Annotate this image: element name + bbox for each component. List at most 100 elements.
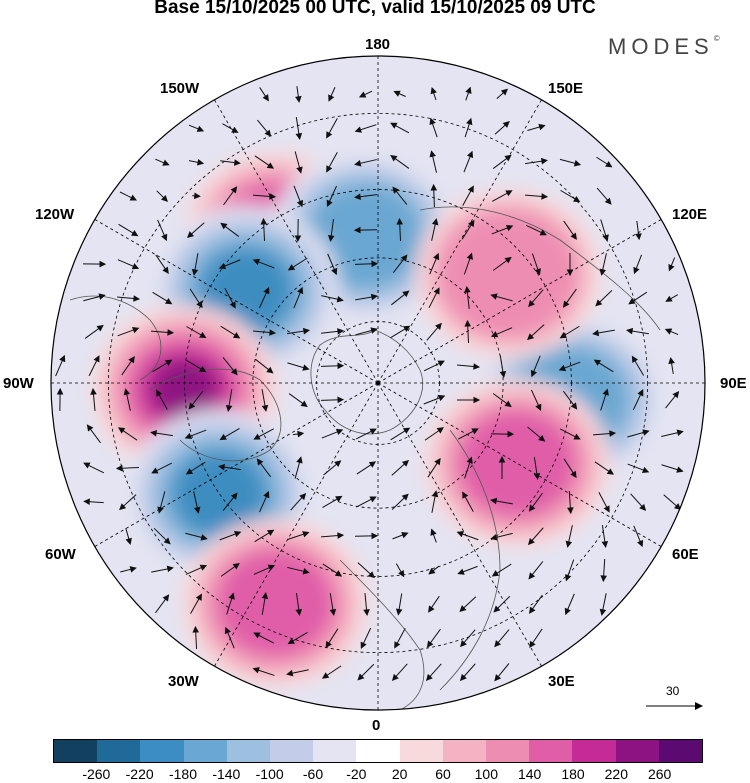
colorbar-swatch bbox=[658, 740, 703, 762]
meridian-line bbox=[94, 382, 379, 547]
wind-arrow bbox=[83, 462, 105, 474]
meridian-line bbox=[214, 99, 379, 384]
copyright-mark: © bbox=[713, 34, 720, 43]
wind-arrow bbox=[457, 363, 481, 370]
wind-arrow bbox=[461, 219, 475, 240]
wind-arrow bbox=[117, 259, 140, 270]
wind-arrow bbox=[462, 185, 474, 206]
wind-arrow bbox=[499, 355, 507, 378]
wind-arrow bbox=[567, 490, 574, 515]
wind-arrow bbox=[627, 463, 650, 474]
wind-arrow bbox=[152, 291, 173, 305]
wind-arrow bbox=[190, 593, 202, 614]
colorbar-tick-label: -220 bbox=[125, 766, 154, 782]
lon-label-90w: 90W bbox=[3, 375, 34, 392]
wind-arrow bbox=[594, 461, 615, 475]
wind-arrow bbox=[392, 254, 408, 274]
wind-arrow bbox=[88, 355, 100, 377]
wind-arrow bbox=[354, 124, 377, 133]
colorbar-swatch bbox=[486, 740, 530, 762]
wind-arrow bbox=[253, 632, 275, 644]
latitude-circle bbox=[252, 257, 504, 509]
wind-arrow bbox=[560, 189, 581, 203]
wind-arrow bbox=[664, 328, 679, 336]
wind-arrow bbox=[55, 354, 66, 377]
wind-arrow bbox=[117, 295, 141, 302]
colorbar-swatch bbox=[399, 740, 443, 762]
wind-arrow bbox=[287, 257, 308, 271]
wind-arrow bbox=[391, 459, 410, 476]
wind-arrow bbox=[322, 495, 343, 508]
meridian-line bbox=[377, 382, 662, 547]
wind-arrow bbox=[327, 219, 335, 243]
wind-arrow bbox=[462, 491, 474, 512]
wind-arrow bbox=[188, 124, 205, 132]
wind-arrow bbox=[394, 628, 406, 649]
colorbar-tick-label: 220 bbox=[604, 766, 629, 782]
wind-arrow bbox=[592, 430, 617, 437]
wind-arrow bbox=[287, 327, 310, 335]
wind-arrow bbox=[492, 256, 512, 271]
wind-arrow bbox=[356, 461, 377, 475]
wind-arrow bbox=[220, 562, 240, 577]
wind-arrow bbox=[325, 628, 339, 649]
colorbar-tick-label: 20 bbox=[391, 766, 408, 782]
wind-arrow bbox=[117, 427, 138, 441]
wind-arrow bbox=[186, 359, 207, 373]
wind-arrow bbox=[357, 663, 375, 681]
wind-arrow bbox=[430, 86, 437, 101]
wind-arrow bbox=[192, 625, 200, 650]
wind-arrow bbox=[563, 458, 577, 479]
wind-arrow bbox=[530, 355, 541, 378]
wind-arrow bbox=[329, 593, 337, 616]
wind-arrow bbox=[253, 329, 277, 336]
wind-arrow bbox=[83, 293, 106, 302]
wind-arrow bbox=[563, 220, 577, 240]
wind-arrow bbox=[599, 593, 607, 616]
reference-arrow bbox=[646, 702, 703, 710]
wind-arrow bbox=[528, 594, 543, 614]
colorbar bbox=[53, 739, 703, 763]
wind-arrow bbox=[665, 391, 680, 409]
wind-arrow bbox=[464, 456, 473, 479]
wind-arrow bbox=[261, 389, 269, 412]
wind-arrow bbox=[529, 628, 543, 649]
wind-arrow bbox=[150, 429, 173, 437]
wind-arrow bbox=[463, 252, 473, 275]
wind-arrow bbox=[633, 254, 643, 275]
wind-arrow bbox=[596, 187, 612, 205]
wind-arrow bbox=[254, 529, 275, 543]
wind-arrow bbox=[632, 389, 644, 411]
wind-arrow bbox=[252, 667, 275, 676]
wind-arrow bbox=[326, 185, 338, 208]
wind-arrow bbox=[428, 287, 440, 309]
wind-arrow bbox=[596, 156, 613, 168]
wind-arrow bbox=[423, 360, 445, 372]
wind-arrow bbox=[635, 220, 642, 241]
wind-arrow bbox=[258, 286, 270, 309]
wind-arrow bbox=[665, 294, 678, 302]
wind-arrow bbox=[256, 458, 272, 478]
wind-arrow bbox=[527, 527, 544, 546]
wind-arrow bbox=[354, 260, 379, 268]
wind-arrow bbox=[321, 665, 342, 679]
wind-arrow bbox=[252, 193, 277, 200]
wind-arrow bbox=[595, 290, 613, 307]
wind-arrow bbox=[390, 325, 411, 339]
wind-arrow bbox=[186, 326, 207, 339]
wind-arrow bbox=[293, 286, 304, 309]
colorbar-tick-label: -100 bbox=[255, 766, 284, 782]
wind-arrow bbox=[115, 464, 140, 472]
colorbar-tick-label: -20 bbox=[346, 766, 367, 782]
colorbar-swatch bbox=[226, 740, 271, 762]
wind-arrow bbox=[531, 389, 542, 412]
map-disc bbox=[51, 56, 705, 710]
colorbar-tick-label: -60 bbox=[302, 766, 324, 782]
wind-arrow bbox=[321, 295, 344, 303]
wind-arrow bbox=[119, 494, 137, 511]
wind-arrow bbox=[287, 531, 310, 540]
colorbar-swatch bbox=[442, 740, 487, 762]
wind-arrow bbox=[117, 327, 140, 337]
wind-arrow bbox=[357, 562, 375, 579]
wind-arrow bbox=[259, 490, 270, 513]
